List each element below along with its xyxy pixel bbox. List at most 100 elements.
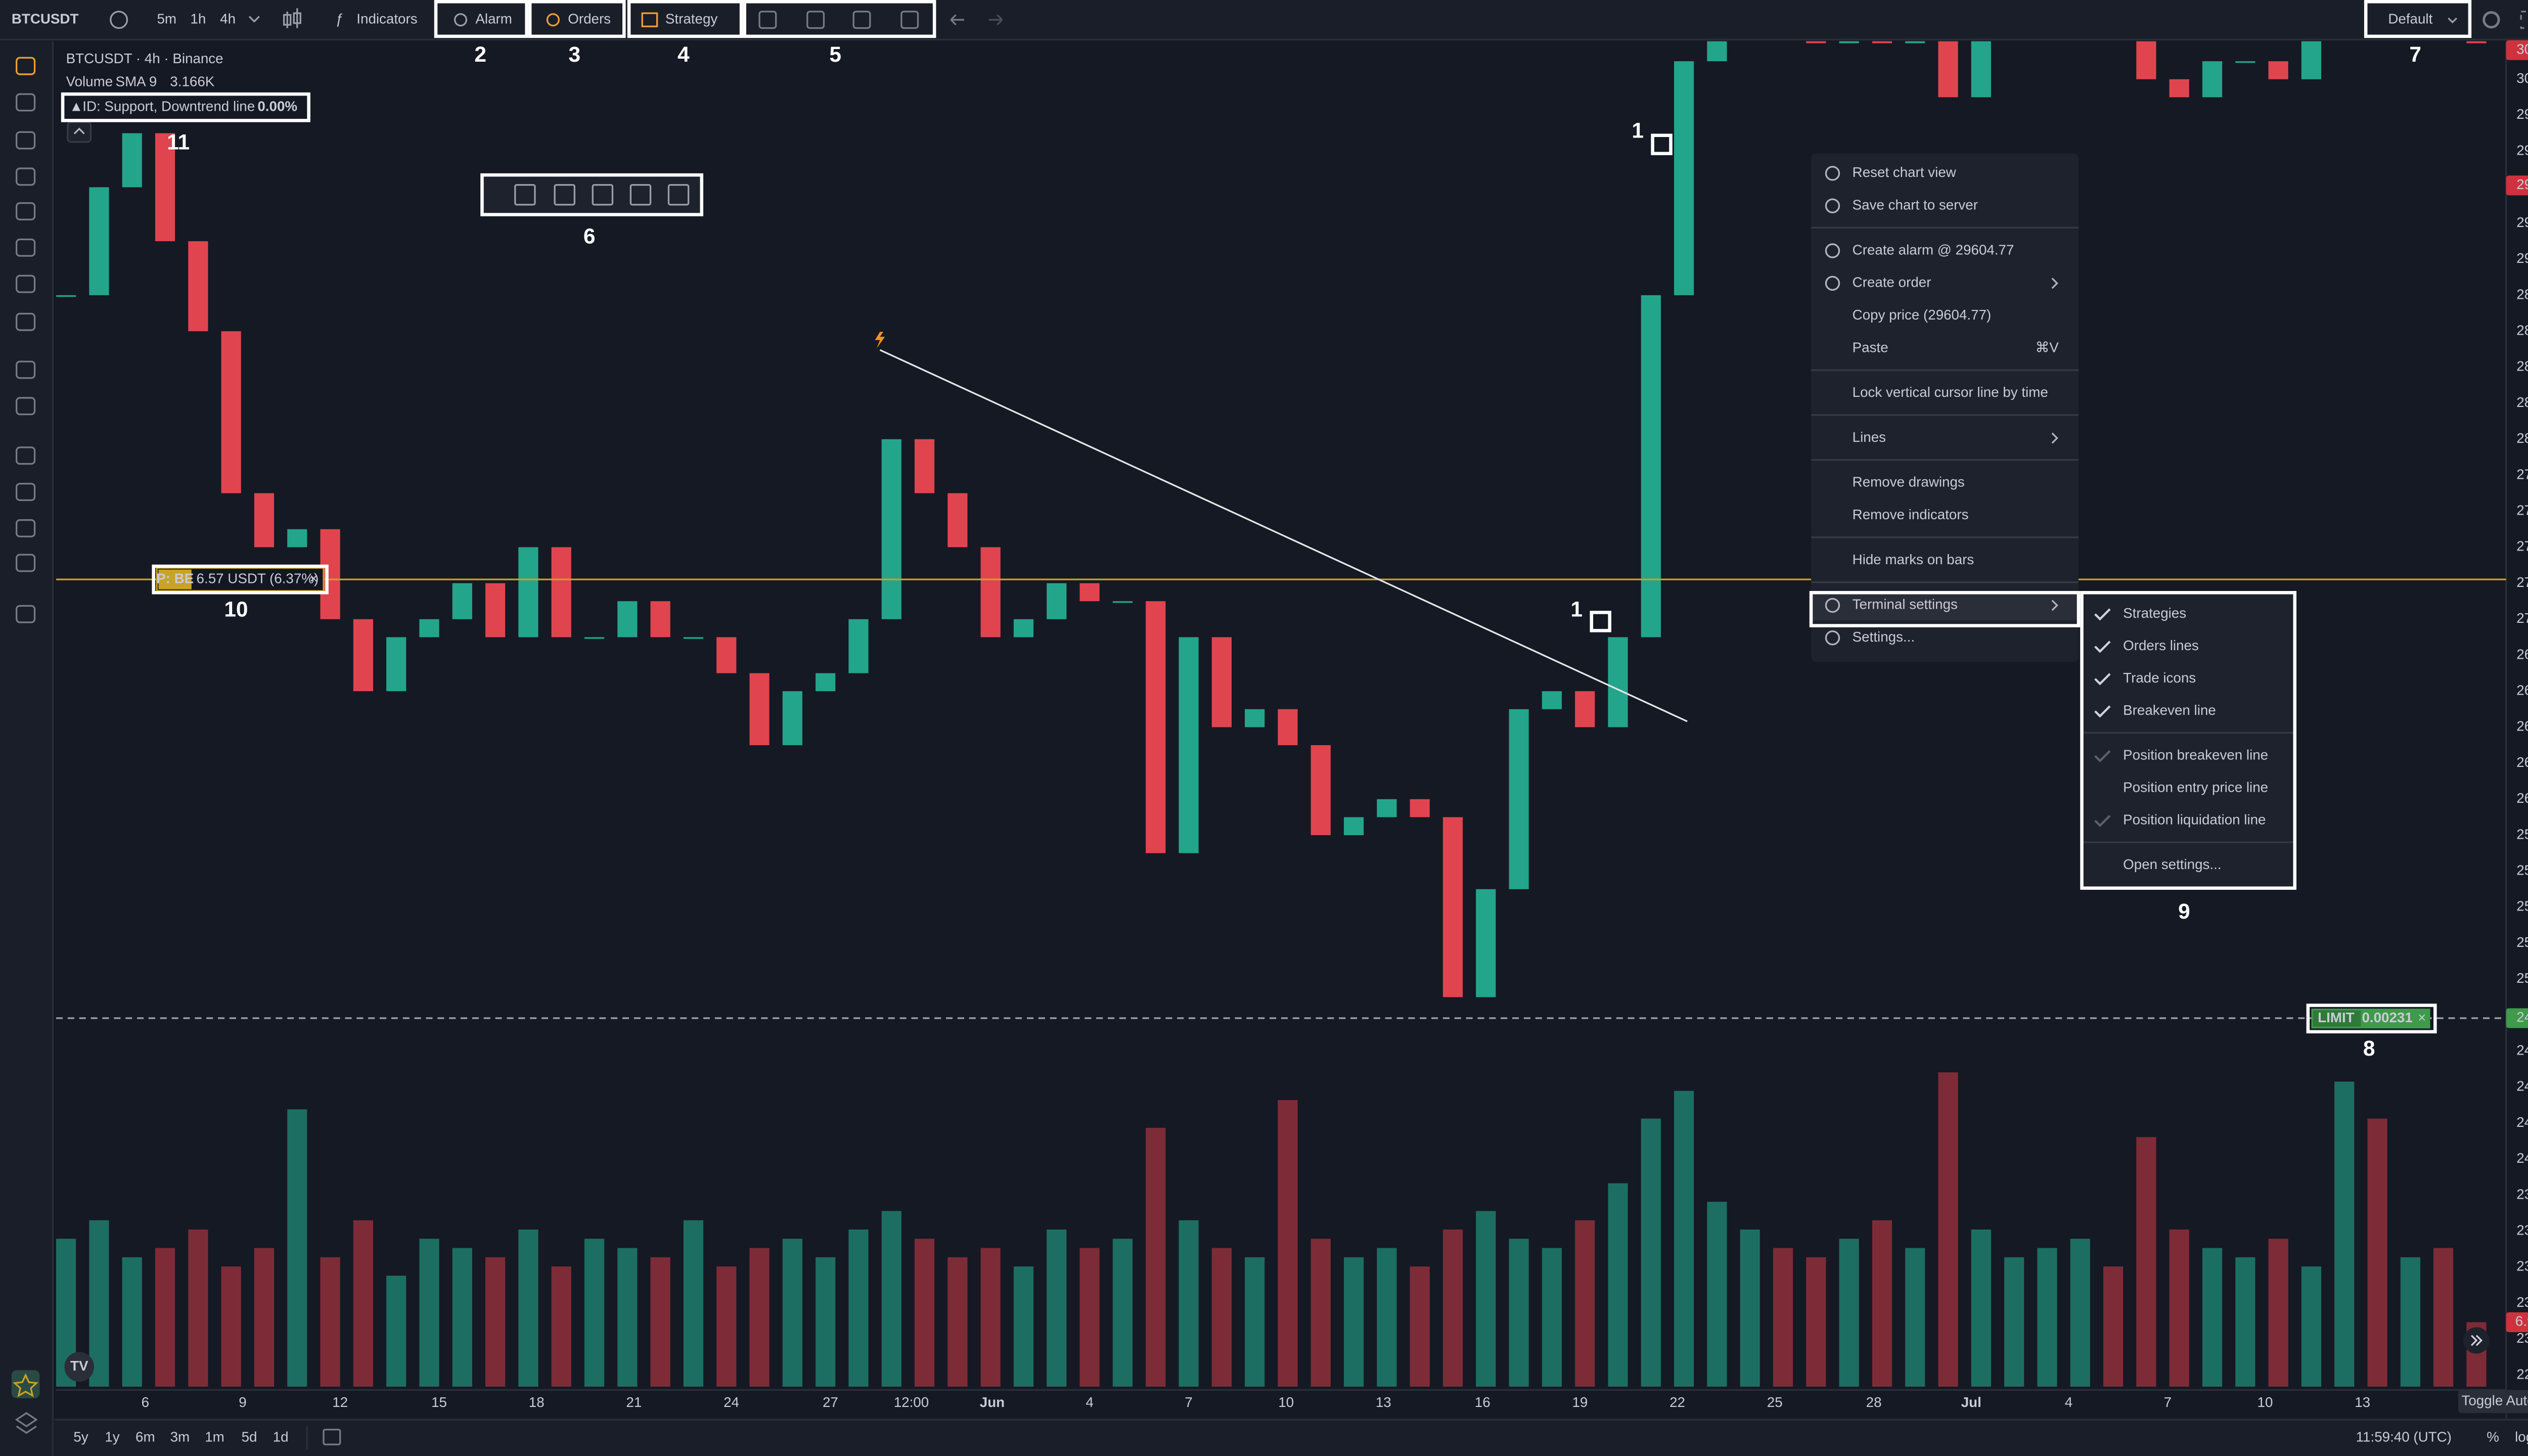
layers-button[interactable] xyxy=(15,1412,38,1434)
range-button[interactable]: 5y xyxy=(73,1429,88,1444)
drawing-tool[interactable] xyxy=(16,446,36,465)
indicators-button[interactable]: Indicators xyxy=(356,11,417,27)
drawing-tool[interactable] xyxy=(16,93,36,112)
interval[interactable]: 1h xyxy=(190,11,206,27)
candle xyxy=(353,619,373,692)
menu-icon xyxy=(1825,630,1840,646)
candle xyxy=(1674,61,1694,295)
layout-icon[interactable] xyxy=(758,11,777,29)
drawing-toolbar-button[interactable] xyxy=(554,184,575,206)
submenu-item[interactable]: Strategies xyxy=(2123,605,2186,621)
menu-item[interactable]: Create alarm @ 29604.77 xyxy=(1853,242,2014,257)
annotation-box xyxy=(1590,611,1611,632)
symbol[interactable]: BTCUSDT xyxy=(12,11,79,27)
menu-item[interactable]: Hide marks on bars xyxy=(1853,552,1974,567)
menu-item[interactable]: Paste xyxy=(1853,339,1888,355)
undo[interactable] xyxy=(950,14,964,26)
checkmark xyxy=(2094,641,2111,653)
drawing-tool[interactable] xyxy=(16,275,36,293)
menu-item[interactable]: Create order xyxy=(1853,275,1931,290)
menu-item[interactable]: Copy price (29604.77) xyxy=(1853,307,1992,323)
menu-item[interactable]: Reset chart view xyxy=(1853,164,1957,180)
drawing-tool[interactable] xyxy=(16,554,36,572)
submenu-item[interactable]: Trade icons xyxy=(2123,670,2196,686)
tooltip-text: Toggle Auto Scale xyxy=(2462,1393,2528,1408)
interval[interactable]: 5m xyxy=(157,11,177,27)
menu-highlight xyxy=(1811,590,2079,620)
submenu-item[interactable]: Breakeven line xyxy=(2123,702,2216,718)
volume-bar xyxy=(881,1211,901,1387)
time-tick-label: Jun xyxy=(980,1394,1005,1410)
drawing-tool[interactable] xyxy=(16,519,36,537)
range-button[interactable]: 1y xyxy=(105,1429,119,1444)
menu-item[interactable]: Lock vertical cursor line by time xyxy=(1853,384,2048,400)
drawing-tool[interactable] xyxy=(16,131,36,150)
favorites-button[interactable] xyxy=(11,1370,40,1398)
layout-icon[interactable] xyxy=(806,11,825,29)
volume-bar xyxy=(1773,1248,1793,1387)
drawing-tool[interactable] xyxy=(16,483,36,502)
drawing-toolbar-button[interactable] xyxy=(514,184,536,206)
drawing-toolbar-button[interactable] xyxy=(629,184,652,206)
menu-item[interactable]: Settings... xyxy=(1853,629,1915,645)
interval[interactable]: 4h xyxy=(220,11,236,27)
range-button[interactable]: 6m xyxy=(136,1429,155,1444)
layout-icon[interactable] xyxy=(900,11,919,29)
orders-button[interactable]: Orders xyxy=(568,11,611,27)
drawing-tool[interactable] xyxy=(16,202,36,220)
price-tick-label: 25200.00 xyxy=(2516,934,2528,950)
candle xyxy=(2169,79,2189,98)
log-button[interactable]: log xyxy=(2515,1429,2528,1444)
price-tick-label: 28200.00 xyxy=(2516,394,2528,410)
range-button[interactable]: 5d xyxy=(242,1429,257,1444)
drawing-tool[interactable] xyxy=(16,57,36,75)
drawing-tool[interactable] xyxy=(16,397,36,416)
redo[interactable] xyxy=(988,14,1003,26)
goto-date[interactable] xyxy=(323,1429,341,1445)
layout-button[interactable]: Default xyxy=(2388,11,2432,27)
range-button[interactable]: 1m xyxy=(205,1429,224,1444)
menu-item[interactable]: Save chart to server xyxy=(1853,197,1978,213)
menu-icon xyxy=(1825,166,1840,181)
add-symbol[interactable] xyxy=(110,11,128,29)
drawing-tool[interactable] xyxy=(16,238,36,257)
candle xyxy=(1872,41,1892,43)
price-tick-label: 28000.00 xyxy=(2516,430,2528,446)
menu-item[interactable]: Lines xyxy=(1853,429,1886,445)
settings-button[interactable] xyxy=(2482,11,2500,29)
drawing-tool[interactable] xyxy=(16,167,36,186)
time-tick-label: 10 xyxy=(2258,1394,2273,1410)
collapse-button[interactable] xyxy=(67,121,92,143)
fullscreen-button[interactable] xyxy=(2520,11,2528,29)
warning-icon: ▲ xyxy=(69,99,83,114)
volume-bar xyxy=(2136,1137,2156,1387)
time-tick-label: 4 xyxy=(1086,1394,1093,1410)
drawing-tool[interactable] xyxy=(16,360,36,379)
volume-bar xyxy=(188,1230,208,1387)
breakeven-close[interactable]: × xyxy=(309,570,318,586)
checkmark xyxy=(2094,608,2111,621)
ui-layer: 30000.00 29800.00 29600.00 29200.00 29000.00… xyxy=(11,0,2528,1449)
candle xyxy=(1509,709,1529,889)
range-button[interactable]: 3m xyxy=(170,1429,190,1444)
volume-pane xyxy=(56,1072,2487,1387)
submenu-item[interactable]: Orders lines xyxy=(2123,638,2199,653)
submenu-item[interactable]: Open settings... xyxy=(2123,856,2221,872)
limit-close[interactable]: × xyxy=(2418,1010,2426,1025)
percent-button[interactable]: % xyxy=(2487,1429,2499,1444)
alarm-button[interactable]: Alarm xyxy=(475,11,512,27)
strategy-button[interactable]: Strategy xyxy=(665,11,717,27)
menu-item[interactable]: Remove indicators xyxy=(1853,507,1969,522)
drawing-toolbar-button[interactable] xyxy=(667,184,690,206)
candle xyxy=(1971,41,1991,98)
drawing-toolbar-button[interactable] xyxy=(592,184,614,206)
range-button[interactable]: 1d xyxy=(273,1429,289,1444)
chart-type[interactable] xyxy=(283,8,301,28)
menu-item[interactable]: Terminal settings xyxy=(1853,597,1958,612)
menu-item[interactable]: Remove drawings xyxy=(1853,474,1965,490)
layout-icon[interactable] xyxy=(852,11,871,29)
layout-chevron xyxy=(2448,17,2457,24)
drawing-tool[interactable] xyxy=(16,605,36,623)
drawing-tool[interactable] xyxy=(16,312,36,331)
price-tick-label: 27000.00 xyxy=(2516,610,2528,626)
